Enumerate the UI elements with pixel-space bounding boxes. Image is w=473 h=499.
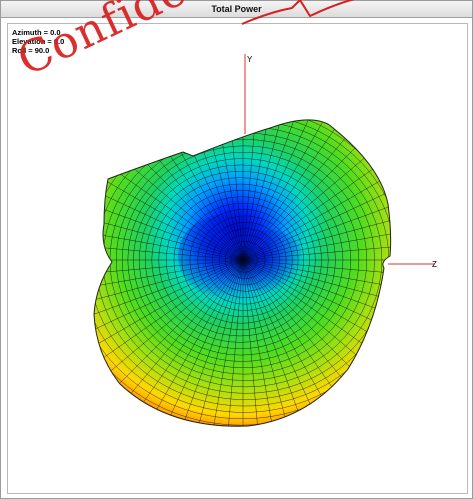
radiation-pattern-plot-area[interactable]: Azimuth = 0.0 Elevation = 0.0 Roll = 90.… xyxy=(7,23,468,494)
radiation-pattern-3d-view[interactable]: Y Z xyxy=(8,24,467,493)
pattern-surface xyxy=(93,119,392,427)
azimuth-readout: Azimuth = 0.0 xyxy=(12,28,61,37)
watermark-stroke xyxy=(241,0,355,25)
window-title: Total Power xyxy=(1,1,472,18)
y-axis-label: Y xyxy=(247,55,253,64)
z-axis-label: Z xyxy=(432,260,437,269)
elevation-readout: Elevation = 0.0 xyxy=(12,37,65,46)
roll-readout: Roll = 90.0 xyxy=(12,46,50,55)
view-readouts: Azimuth = 0.0 Elevation = 0.0 Roll = 90.… xyxy=(12,28,64,55)
